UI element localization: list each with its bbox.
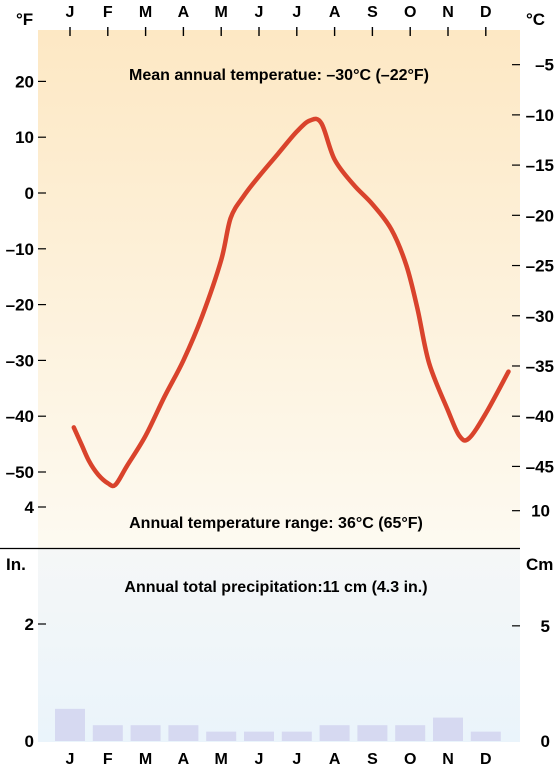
celsius-tick-label: –15 bbox=[526, 156, 554, 175]
fahrenheit-tick-label: 10 bbox=[15, 128, 34, 147]
inches-tick-label: 4 bbox=[25, 498, 35, 517]
month-label-bottom: J bbox=[255, 751, 264, 768]
fahrenheit-tick-label: –50 bbox=[6, 463, 34, 482]
precipitation-bar bbox=[395, 725, 426, 741]
month-label-top: J bbox=[66, 4, 75, 21]
month-label-bottom: M bbox=[139, 751, 152, 768]
centimeters-tick-label: 10 bbox=[531, 502, 550, 521]
month-label-bottom: A bbox=[329, 751, 341, 768]
centimeters-axis: 10 5 0 bbox=[512, 502, 550, 751]
month-label-bottom: D bbox=[480, 751, 492, 768]
celsius-axis: –5 –10 –15 –20 –25 –30 –35 –40 –45 bbox=[512, 56, 554, 476]
celsius-tick-label: –30 bbox=[526, 307, 554, 326]
fahrenheit-tick-label: 0 bbox=[25, 184, 34, 203]
temperature-line bbox=[71, 116, 511, 489]
month-label-top: D bbox=[480, 4, 492, 21]
inches-axis: 4 2 0 bbox=[25, 498, 46, 751]
temperature-panel-bg bbox=[38, 30, 520, 548]
fahrenheit-tick-label: –20 bbox=[6, 296, 34, 315]
mean-temperature-annotation: Mean annual temperatue: –30°C (–22°F) bbox=[129, 67, 429, 84]
month-label-top: J bbox=[255, 4, 264, 21]
precipitation-bars bbox=[55, 708, 501, 741]
month-label-top: A bbox=[178, 4, 190, 21]
celsius-tick-label: –35 bbox=[526, 357, 554, 376]
precipitation-bar bbox=[470, 731, 501, 741]
fahrenheit-tick-label: –30 bbox=[6, 351, 34, 370]
centimeters-tick-label: 0 bbox=[541, 732, 550, 751]
month-label-top: F bbox=[103, 4, 113, 21]
fahrenheit-tick-label: –40 bbox=[6, 407, 34, 426]
celsius-tick-label: –40 bbox=[526, 407, 554, 426]
month-label-bottom: N bbox=[442, 751, 454, 768]
inches-tick-label: 2 bbox=[25, 615, 34, 634]
precipitation-annotation: Annual total precipitation:11 cm (4.3 in… bbox=[124, 579, 427, 596]
celsius-tick-label: –25 bbox=[526, 257, 554, 276]
fahrenheit-axis: 20 10 0 –10 –20 –30 –40 –50 bbox=[6, 72, 46, 482]
precipitation-bar bbox=[319, 725, 350, 741]
month-label-top: N bbox=[442, 4, 454, 21]
precipitation-bar bbox=[206, 731, 237, 741]
precipitation-panel-bg bbox=[38, 549, 520, 742]
precipitation-bar bbox=[130, 725, 161, 741]
fahrenheit-unit-label: °F bbox=[16, 10, 33, 29]
month-label-top: S bbox=[367, 4, 378, 21]
month-label-bottom: J bbox=[66, 751, 75, 768]
precipitation-bar bbox=[168, 725, 199, 741]
precipitation-bar bbox=[433, 717, 463, 741]
temperature-range-annotation: Annual temperature range: 36°C (65°F) bbox=[129, 515, 423, 532]
precipitation-bar bbox=[55, 708, 85, 741]
precipitation-bar bbox=[244, 731, 274, 741]
inches-tick-label: 0 bbox=[25, 732, 34, 751]
precipitation-bar bbox=[357, 725, 388, 741]
celsius-unit-label: °C bbox=[526, 10, 545, 29]
month-label-top: A bbox=[329, 4, 341, 21]
fahrenheit-tick-label: –10 bbox=[6, 240, 34, 259]
month-label-top: M bbox=[215, 4, 228, 21]
month-label-top: M bbox=[139, 4, 152, 21]
month-label-bottom: A bbox=[178, 751, 190, 768]
month-label-bottom: O bbox=[404, 751, 416, 768]
month-label-top: O bbox=[404, 4, 416, 21]
month-label-top: J bbox=[292, 4, 301, 21]
month-label-bottom: F bbox=[103, 751, 113, 768]
celsius-tick-label: –5 bbox=[535, 56, 554, 75]
month-label-bottom: J bbox=[292, 751, 301, 768]
celsius-tick-label: –20 bbox=[526, 206, 554, 225]
celsius-tick-label: –45 bbox=[526, 457, 554, 476]
inches-unit-label: In. bbox=[6, 555, 26, 574]
fahrenheit-tick-label: 20 bbox=[15, 72, 34, 91]
celsius-tick-label: –10 bbox=[526, 106, 554, 125]
month-label-bottom: S bbox=[367, 751, 378, 768]
centimeters-unit-label: Cm bbox=[526, 555, 553, 574]
centimeters-tick-label: 5 bbox=[541, 617, 550, 636]
precipitation-bar bbox=[92, 725, 123, 741]
precipitation-bar bbox=[281, 731, 312, 741]
month-label-bottom: M bbox=[215, 751, 228, 768]
